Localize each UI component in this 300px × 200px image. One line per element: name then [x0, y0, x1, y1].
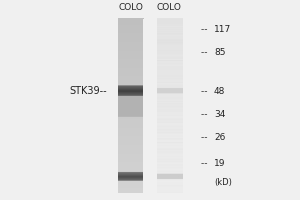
- Text: (kD): (kD): [214, 178, 232, 187]
- Text: 26: 26: [214, 133, 225, 142]
- Text: 19: 19: [214, 159, 225, 168]
- Text: COLO: COLO: [118, 3, 143, 12]
- Text: 48: 48: [214, 87, 225, 96]
- Text: COLO: COLO: [157, 3, 182, 12]
- Text: --: --: [200, 110, 210, 119]
- Text: --: --: [200, 48, 210, 57]
- Text: --: --: [200, 133, 210, 142]
- Text: 34: 34: [214, 110, 225, 119]
- Text: --: --: [200, 159, 210, 168]
- Text: 85: 85: [214, 48, 225, 57]
- Text: 117: 117: [214, 25, 231, 34]
- Text: --: --: [200, 25, 210, 34]
- Text: --: --: [200, 87, 210, 96]
- Text: STK39--: STK39--: [69, 86, 107, 96]
- Bar: [143, 19, 157, 193]
